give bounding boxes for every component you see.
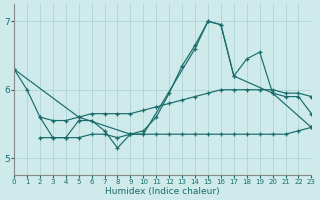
X-axis label: Humidex (Indice chaleur): Humidex (Indice chaleur) — [105, 187, 220, 196]
